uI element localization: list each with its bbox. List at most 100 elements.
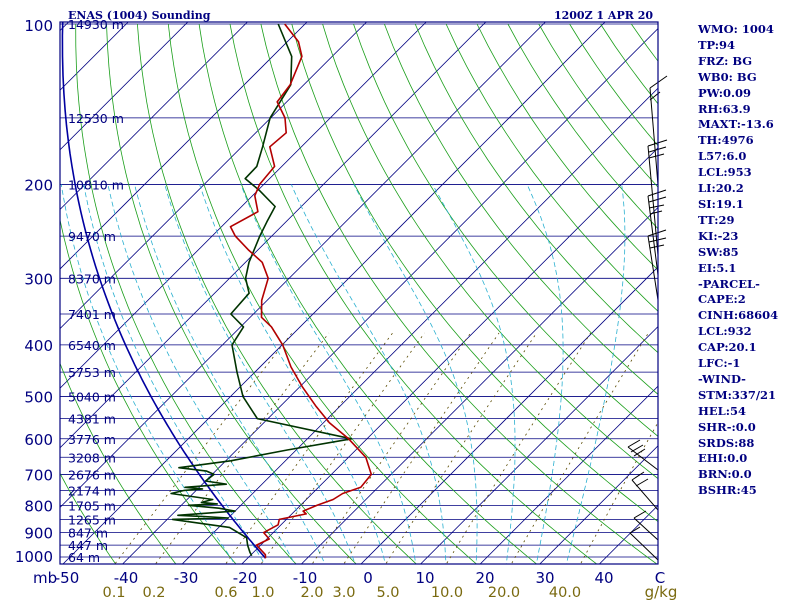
isotherm-line bbox=[420, 326, 658, 564]
wind-barb bbox=[629, 526, 641, 534]
pressure-tick-label: 300 bbox=[24, 270, 53, 288]
mixing-ratio-tick-label: 2.0 bbox=[300, 585, 323, 600]
height-label: 12530 m bbox=[68, 111, 124, 126]
mixing-ratio-line bbox=[343, 332, 500, 564]
moist-adiabat-line bbox=[240, 184, 417, 564]
temperature-tick-label: 0 bbox=[363, 569, 373, 587]
isotherm-line bbox=[60, 22, 248, 210]
stability-indices-panel: WMO: 1004 TP:94 FRZ: BG WB0: BG PW:0.09 RH:63… bbox=[698, 22, 798, 499]
pressure-tick-label: 500 bbox=[24, 389, 53, 407]
height-label: 10810 m bbox=[68, 177, 124, 192]
mixing-ratio-tick-label: 3.0 bbox=[332, 585, 355, 600]
wind-barb bbox=[633, 448, 646, 457]
height-label: 1265 m bbox=[68, 512, 116, 527]
moist-adiabat-line bbox=[199, 184, 386, 564]
index-row: SHR-:0.0 bbox=[698, 419, 756, 434]
dry-adiabat-line bbox=[0, 24, 58, 568]
moist-adiabat-line bbox=[60, 184, 236, 564]
moist-adiabat-line bbox=[432, 184, 516, 564]
index-row: STM:337/21 bbox=[698, 387, 777, 402]
temperature-tick-label: C bbox=[655, 569, 665, 587]
height-label: 7401 m bbox=[68, 307, 116, 322]
temperature-tick-label: -40 bbox=[114, 569, 139, 587]
wind-barb bbox=[633, 517, 659, 541]
temperature-tick-label: -10 bbox=[293, 569, 318, 587]
mixing-ratio-line bbox=[445, 332, 591, 564]
pressure-tick-label: 600 bbox=[24, 431, 53, 449]
mixing-ratio-tick-label: 0.1 bbox=[102, 585, 125, 600]
height-label: 3208 m bbox=[68, 450, 116, 465]
height-label: 1705 m bbox=[68, 498, 116, 513]
height-label: 14930 m bbox=[68, 17, 124, 32]
height-label: 847 m bbox=[68, 526, 108, 541]
mixing-ratio-tick-label: 10.0 bbox=[431, 585, 463, 600]
wind-barb bbox=[647, 235, 659, 301]
index-row: CAP:20.1 bbox=[698, 340, 757, 355]
dry-adiabat-line bbox=[353, 23, 658, 437]
wind-barb bbox=[647, 189, 667, 197]
index-row: RH:63.9 bbox=[698, 101, 751, 116]
isotherm-line bbox=[360, 266, 658, 564]
index-row: LCL:932 bbox=[698, 324, 752, 339]
wind-barb bbox=[647, 195, 659, 276]
index-row: WMO: 1004 bbox=[698, 22, 774, 36]
moist-adiabat-line bbox=[526, 184, 564, 564]
isotherm-line bbox=[479, 385, 658, 564]
height-label: 6540 m bbox=[68, 338, 116, 353]
isotherm-line bbox=[0, 12, 19, 568]
moist-adiabat-line bbox=[107, 184, 296, 564]
height-label: 64 m bbox=[68, 550, 100, 565]
index-row: BRN:0.0 bbox=[698, 467, 752, 482]
pressure-tick-label: 900 bbox=[24, 525, 53, 543]
index-row: FRZ: BG bbox=[698, 53, 753, 68]
temperature-tick-label: -50 bbox=[55, 569, 80, 587]
wind-barb bbox=[630, 444, 644, 453]
wind-barb bbox=[648, 204, 665, 209]
index-row: -WIND- bbox=[698, 371, 746, 386]
index-row: PW:0.09 bbox=[698, 85, 752, 100]
plot-background bbox=[60, 22, 658, 564]
index-row: BSHR:45 bbox=[698, 483, 757, 498]
dry-adiabat-line bbox=[229, 23, 598, 564]
dry-adiabat-line bbox=[60, 472, 117, 564]
mixing-ratio-tick-label: 20.0 bbox=[488, 585, 520, 600]
index-row: CINH:68604 bbox=[698, 308, 779, 323]
wind-barb bbox=[647, 229, 667, 237]
mixing-ratio-line bbox=[510, 332, 649, 564]
index-row: MAXT:-13.6 bbox=[698, 117, 774, 132]
dry-adiabat-line bbox=[137, 23, 417, 564]
wind-barbs bbox=[627, 75, 668, 561]
pressure-unit-label: mb bbox=[33, 569, 57, 587]
height-label: 5040 m bbox=[68, 390, 116, 405]
isotherm-line bbox=[181, 87, 658, 564]
temperature-tick-label: 20 bbox=[475, 569, 494, 587]
pressure-tick-label: 400 bbox=[24, 337, 53, 355]
isotherm-line bbox=[539, 445, 658, 564]
index-row: TH:4976 bbox=[698, 133, 754, 148]
chart-title: ENAS (1004) Sounding bbox=[68, 9, 211, 22]
index-row: TT:29 bbox=[698, 212, 735, 227]
wind-barb bbox=[629, 532, 659, 561]
temperature-tick-label: 30 bbox=[535, 569, 554, 587]
sounding-profiles bbox=[61, 22, 373, 559]
wind-barb bbox=[635, 478, 649, 487]
height-label: 4381 m bbox=[68, 412, 116, 427]
isotherm-line bbox=[60, 22, 487, 449]
dewpoint-line bbox=[170, 23, 353, 557]
index-row: KI:-23 bbox=[698, 228, 739, 243]
isotherm-line bbox=[60, 22, 427, 389]
pressure-tick-label: 100 bbox=[24, 17, 53, 35]
mixing-ratio-tick-label: 1.0 bbox=[251, 585, 274, 600]
wind-barb bbox=[631, 471, 645, 481]
moist-adiabat-line bbox=[134, 184, 326, 564]
isotherm-line bbox=[122, 28, 658, 564]
moist-adiabat-line bbox=[353, 184, 478, 564]
isotherm-line bbox=[60, 22, 189, 151]
mixing-ratio-unit-label: g/kg bbox=[645, 583, 678, 600]
index-row: EHI:0.0 bbox=[698, 451, 748, 466]
height-label: 447 m bbox=[68, 538, 108, 553]
pressure-tick-label: 1000 bbox=[15, 548, 53, 566]
index-row: SI:19.1 bbox=[698, 196, 744, 211]
